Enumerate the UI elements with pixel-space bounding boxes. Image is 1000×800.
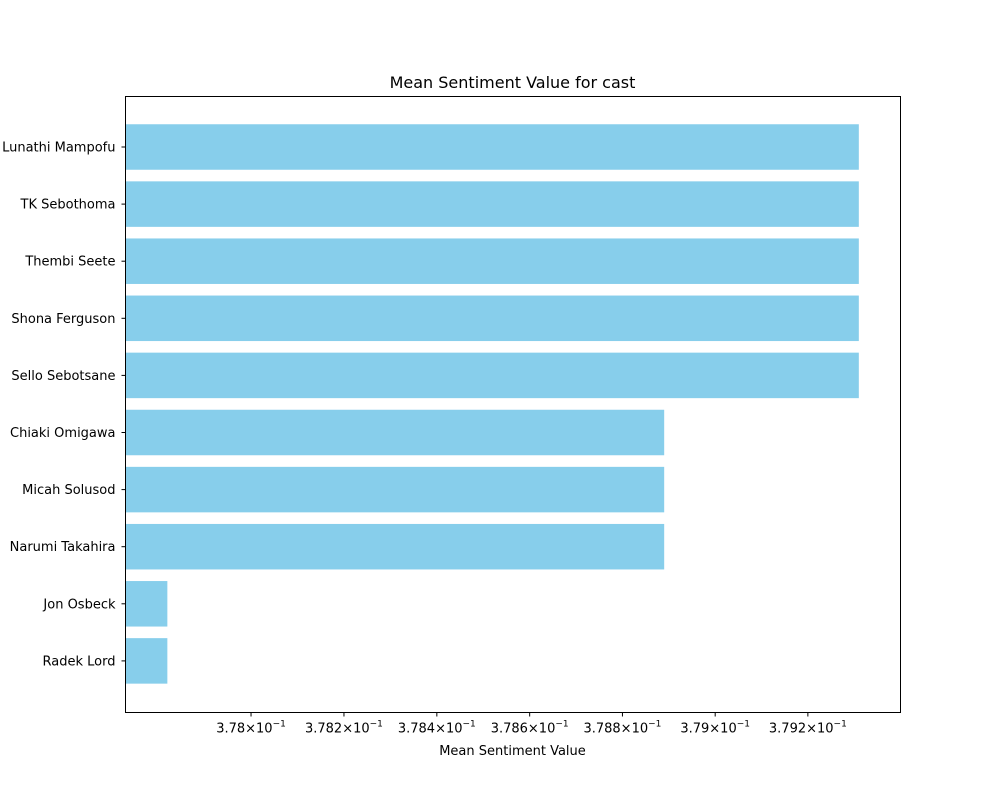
x-tick-label: 3.78×10−1: [216, 720, 286, 737]
y-tick-label: Chiaki Omigawa: [10, 426, 116, 441]
plot-frame: [125, 96, 901, 713]
bar-jon-osbeck: [125, 581, 168, 627]
bar-sello-sebotsane: [125, 352, 859, 399]
x-tick-label: 3.784×10−1: [398, 720, 476, 737]
y-tick-label: Micah Solusod: [22, 483, 115, 498]
y-tick-label: Radek Lord: [43, 654, 116, 669]
x-tick-label: 3.79×10−1: [680, 720, 750, 737]
bar-chiaki-omigawa: [125, 409, 665, 456]
y-tick-label: Sello Sebotsane: [11, 369, 115, 384]
bars-group: [125, 124, 859, 684]
bar-micah-solusod: [125, 466, 665, 513]
x-axis-ticks: 3.78×10−1 3.782×10−1 3.784×10−1 3.786×10−1 3…: [216, 712, 847, 737]
x-tick-label: 3.788×10−1: [583, 720, 661, 737]
bar-thembi-seete: [125, 238, 859, 284]
y-tick-label: Narumi Takahira: [10, 540, 116, 555]
y-tick-label: Jon Osbeck: [42, 597, 116, 612]
x-tick-label: 3.792×10−1: [769, 720, 847, 737]
chart-title: Mean Sentiment Value for cast: [390, 73, 636, 92]
bar-lunathi-mampofu: [125, 124, 859, 170]
y-axis-ticks: Lunathi Mampofu TK Sebothoma Thembi Seete S…: [2, 141, 126, 669]
bar-tk-sebothoma: [125, 181, 859, 227]
y-tick-label: Lunathi Mampofu: [2, 141, 115, 156]
x-axis-label: Mean Sentiment Value: [439, 744, 586, 759]
y-tick-label: Thembi Seete: [24, 255, 115, 270]
y-tick-label: TK Sebothoma: [20, 198, 116, 213]
bar-shona-ferguson: [125, 295, 859, 342]
bar-narumi-takahira: [125, 523, 665, 570]
y-tick-label: Shona Ferguson: [11, 312, 115, 327]
x-tick-label: 3.782×10−1: [305, 720, 383, 737]
x-tick-label: 3.786×10−1: [491, 720, 569, 737]
bar-radek-lord: [125, 638, 168, 684]
